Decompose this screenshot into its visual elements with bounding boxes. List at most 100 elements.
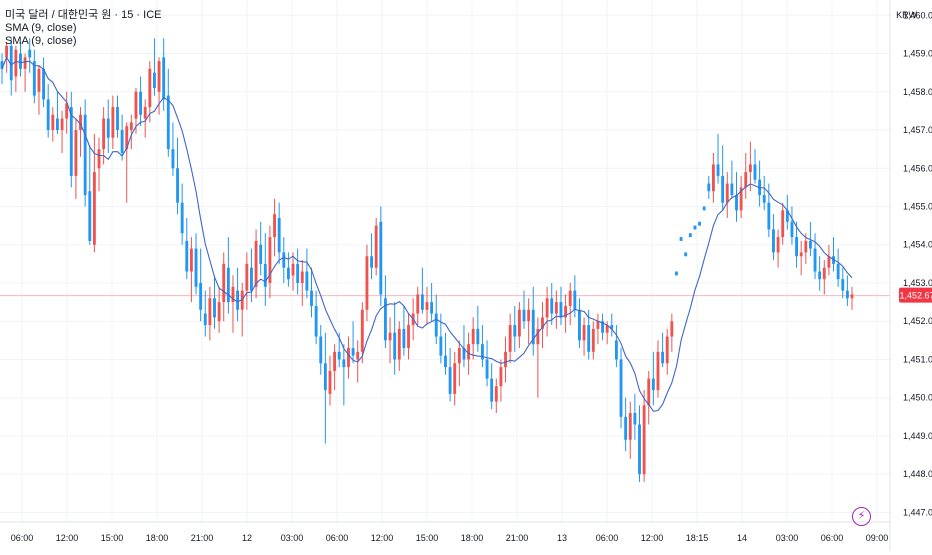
candle-body <box>60 118 64 131</box>
candle-body <box>383 298 387 341</box>
candle-body <box>319 336 323 364</box>
candle-body <box>342 359 346 368</box>
candle-body <box>822 267 826 280</box>
candle-body <box>591 328 595 352</box>
y-tick-label: 1,454.00 <box>903 240 932 250</box>
currency-label[interactable]: KRW <box>896 10 917 20</box>
candle-body <box>259 244 263 264</box>
candle-body <box>725 183 729 203</box>
candle-body <box>545 298 549 318</box>
symbol-title[interactable]: 미국 달러 / 대한민국 원 · 15 · ICE <box>5 9 162 21</box>
x-tick-label: 03:00 <box>281 533 304 543</box>
candle-body <box>425 302 429 310</box>
candle-body <box>240 290 244 310</box>
candle-body <box>213 298 216 318</box>
x-tick-label: 21:00 <box>191 533 214 543</box>
candle-body <box>541 317 544 329</box>
candle-body <box>702 206 706 211</box>
candle-body <box>217 302 221 322</box>
candle-body <box>813 248 817 272</box>
candle-body <box>670 321 674 337</box>
candle-body <box>393 332 397 360</box>
candle-body <box>795 237 798 257</box>
candle-body <box>111 107 115 138</box>
x-tick-label: 12 <box>242 533 252 543</box>
y-tick-label: 1,448.00 <box>903 469 932 479</box>
y-tick-label: 1,457.00 <box>903 125 932 135</box>
candle-body <box>23 57 27 69</box>
candle-body <box>836 263 840 280</box>
x-tick-label: 06:00 <box>11 533 34 543</box>
grid-lines <box>0 0 890 522</box>
sma-legend-2[interactable]: SMA (9, close) <box>5 35 77 47</box>
candle-body <box>323 363 327 391</box>
candle-body <box>379 221 383 295</box>
candle-body <box>42 68 46 100</box>
candle-body <box>522 309 526 322</box>
x-tick-label: 06:00 <box>821 533 844 543</box>
candle-body <box>624 416 628 440</box>
candle-body <box>263 263 267 287</box>
candle-body <box>490 378 494 402</box>
candle-body <box>296 263 300 283</box>
candle-body <box>716 164 720 176</box>
candle-body <box>772 229 775 253</box>
candle-body <box>185 240 189 272</box>
candle-body <box>619 359 623 417</box>
candle-body <box>134 91 138 119</box>
x-tick-label: 03:00 <box>776 533 799 543</box>
candle-body <box>88 191 92 241</box>
candle-body <box>559 302 563 318</box>
candle-body <box>397 328 401 360</box>
candle-body <box>250 267 253 291</box>
candle-body <box>799 252 803 257</box>
candle-body <box>310 290 313 306</box>
x-tick-label: 18:00 <box>461 533 484 543</box>
y-tick-label: 1,455.00 <box>903 202 932 212</box>
candle-body <box>568 290 572 306</box>
candle-body <box>527 309 531 322</box>
candle-body <box>430 302 434 314</box>
candle-body <box>305 271 309 291</box>
candle-body <box>850 294 854 299</box>
candle-body <box>730 183 734 196</box>
candle-body <box>457 348 461 364</box>
candle-body <box>106 118 110 138</box>
lightning-icon[interactable]: ⚡ <box>852 507 871 526</box>
candle-body <box>596 321 600 329</box>
candle-body <box>513 325 517 337</box>
current-price-label: 1,452.67 <box>899 291 932 301</box>
candle-body <box>171 149 175 169</box>
candle-body <box>818 271 822 280</box>
candle-body <box>481 344 484 360</box>
y-tick-label: 1,460.00 <box>903 10 932 20</box>
candle-body <box>499 367 503 387</box>
candle-body <box>661 351 665 364</box>
candle-body <box>721 175 725 203</box>
candle-body <box>222 263 226 303</box>
current-price-badge[interactable] <box>899 287 932 303</box>
candle-body <box>462 348 466 360</box>
candle-body <box>748 164 752 173</box>
candle-body <box>739 187 743 211</box>
candle-body <box>65 103 69 119</box>
candle-body <box>333 351 337 371</box>
candle-body <box>9 45 13 81</box>
candle-body <box>194 248 198 287</box>
candle-body <box>157 61 161 92</box>
candle-body <box>374 225 378 268</box>
sma-legend-1[interactable]: SMA (9, close) <box>5 22 77 34</box>
candle-body <box>79 114 82 131</box>
candle-body <box>291 263 295 276</box>
x-tick-label: 06:00 <box>596 533 619 543</box>
candle-body <box>245 263 249 291</box>
candle-body <box>32 61 36 96</box>
candle-body <box>180 202 184 234</box>
candle-body <box>628 413 632 440</box>
candle-body <box>665 336 669 364</box>
candle-body <box>434 313 438 337</box>
candle-body <box>166 95 170 150</box>
